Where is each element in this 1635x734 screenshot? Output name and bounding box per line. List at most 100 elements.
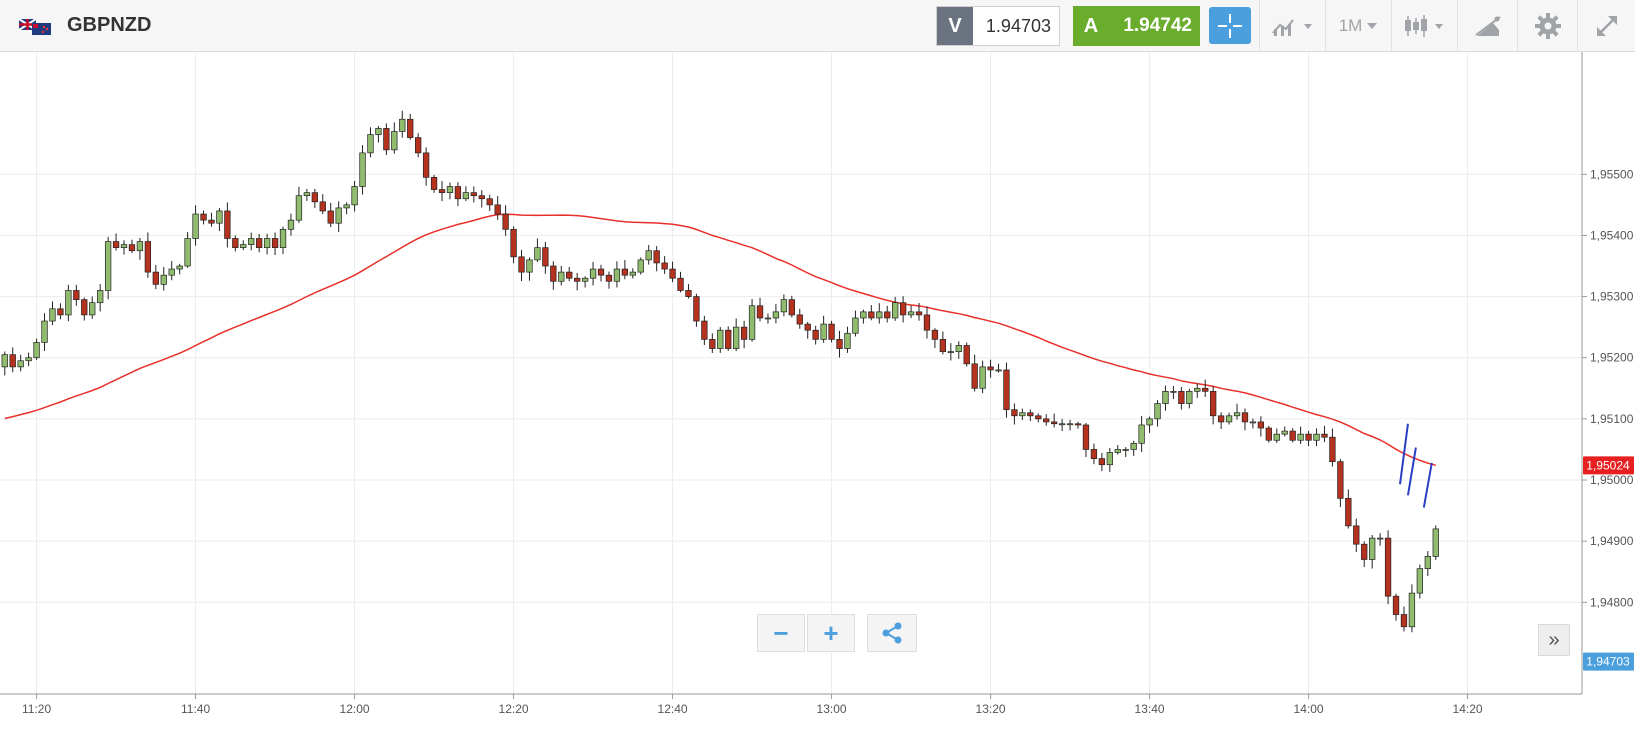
candle-body — [709, 339, 716, 349]
candle-body — [796, 314, 803, 325]
candle-body — [637, 259, 644, 273]
x-tick-label: 12:40 — [658, 702, 688, 716]
candle-body — [168, 268, 175, 276]
chart-area[interactable]: 1,94800 1,94900 1,95000 1,95100 1,95200 1,953… — [0, 52, 1635, 734]
candle-body — [899, 302, 907, 316]
candle-body — [216, 210, 223, 224]
candle-body — [1305, 433, 1312, 441]
candle-body — [788, 299, 795, 316]
candle-body — [597, 268, 605, 276]
candle-body — [542, 247, 549, 267]
zoom-out-button[interactable]: − — [757, 614, 805, 652]
x-tick-label: 11:40 — [181, 702, 210, 716]
candles-type-button[interactable] — [1391, 0, 1457, 51]
candle-body — [1082, 424, 1090, 450]
x-tick-label: 12:00 — [340, 702, 370, 716]
candle-body — [526, 259, 533, 273]
candle-body — [780, 299, 788, 313]
candle-body — [1313, 433, 1320, 441]
candle-body — [295, 195, 303, 221]
candle-body — [1019, 412, 1026, 417]
candle-body — [1122, 449, 1129, 451]
candle-body — [661, 262, 668, 270]
fullscreen-icon — [1596, 15, 1617, 36]
candle-body — [343, 204, 350, 209]
candle-body — [1353, 525, 1360, 545]
candle-body — [852, 317, 859, 334]
candles-icon — [1404, 14, 1443, 37]
candle-body — [1035, 415, 1042, 420]
candle-body — [756, 305, 764, 319]
candle-body — [375, 128, 382, 135]
candle-body — [399, 118, 406, 132]
candle-body — [1408, 592, 1416, 628]
candle-body — [160, 274, 167, 285]
draw-tools-button[interactable] — [1457, 0, 1517, 51]
candle-body — [812, 329, 819, 340]
candle-body — [1051, 421, 1058, 425]
candle-body — [422, 152, 430, 178]
candle-body — [1162, 390, 1169, 404]
chart-type-button[interactable] — [1259, 0, 1325, 51]
candle-body — [1249, 421, 1257, 424]
candle-body — [1376, 537, 1384, 540]
candle-body — [669, 268, 676, 279]
candle-body — [144, 241, 152, 273]
candle-body — [256, 238, 263, 249]
share-button[interactable] — [867, 614, 917, 652]
candle-body — [1210, 390, 1217, 417]
candle-body — [478, 195, 485, 200]
candle-body — [263, 238, 271, 249]
y-tick-label: 1,94900 — [1590, 534, 1634, 548]
candle-body — [208, 219, 215, 224]
symbol-title: GBPNZD — [67, 14, 152, 36]
candle-body — [963, 345, 970, 365]
candle-body — [725, 329, 732, 349]
candle-body — [454, 186, 462, 200]
candle-body — [407, 118, 414, 138]
candle-body — [971, 363, 978, 389]
candle-body — [486, 198, 493, 206]
candle-body — [1400, 614, 1408, 628]
candle-body — [391, 131, 398, 151]
y-tick-label: 1,95500 — [1590, 167, 1634, 181]
candle-body — [884, 311, 891, 319]
buy-price-button[interactable]: A 1.94742 — [1073, 6, 1200, 46]
candle-body — [287, 219, 295, 230]
candle-body — [653, 250, 660, 264]
candle-body — [97, 290, 104, 304]
candle-body — [311, 192, 318, 203]
candle-body — [804, 323, 811, 331]
x-tick-label: 12:20 — [499, 702, 529, 716]
candle-body — [335, 207, 342, 224]
zoom-in-button[interactable]: + — [807, 614, 855, 652]
gear-icon — [1534, 12, 1561, 39]
candle-body — [931, 329, 939, 340]
candle-body — [868, 311, 875, 319]
sell-label: V — [937, 7, 973, 45]
settings-button[interactable] — [1517, 0, 1577, 51]
crosshair-button[interactable] — [1209, 7, 1251, 44]
candle-body — [685, 290, 692, 297]
scroll-right-button[interactable]: » — [1538, 624, 1570, 656]
candle-body — [494, 204, 501, 215]
candle-body — [693, 296, 700, 322]
price-chart[interactable]: 1,94800 1,94900 1,95000 1,95100 1,95200 1,953… — [0, 52, 1635, 729]
fullscreen-button[interactable] — [1577, 0, 1635, 51]
sell-price-button[interactable]: V 1.94703 — [936, 6, 1060, 46]
timeframe-dropdown[interactable]: 1M — [1325, 0, 1391, 51]
candle-body — [892, 302, 899, 319]
x-tick-label: 13:00 — [817, 702, 847, 716]
candle-body — [112, 241, 120, 249]
candle-body — [1066, 423, 1074, 426]
candle-body — [136, 241, 144, 252]
toolbar: GBPNZD V 1.94703 A 1.94742 1M — [0, 0, 1635, 52]
candle-body — [1281, 430, 1288, 435]
candle-body — [558, 271, 565, 282]
candle-body — [1369, 537, 1376, 560]
candle-body — [836, 339, 843, 349]
candle-body — [613, 268, 621, 282]
candle-body — [1011, 409, 1018, 417]
candle-body — [987, 366, 994, 371]
candle-body — [248, 238, 255, 245]
